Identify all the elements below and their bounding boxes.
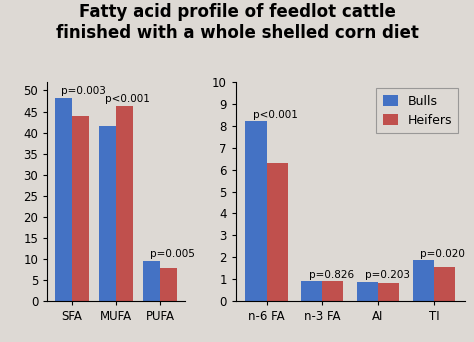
Bar [434, 267, 455, 301]
Text: p=0.005: p=0.005 [150, 249, 194, 259]
Bar [301, 281, 322, 301]
Bar [116, 106, 133, 301]
Text: p=0.826: p=0.826 [309, 269, 354, 279]
Legend: Bulls, Heifers: Bulls, Heifers [376, 88, 458, 133]
Bar [413, 261, 434, 301]
Bar [55, 98, 72, 301]
Bar [357, 282, 378, 301]
Bar [322, 281, 344, 301]
Bar [144, 261, 160, 301]
Bar [246, 121, 266, 301]
Text: Fatty acid profile of feedlot cattle
finished with a whole shelled corn diet: Fatty acid profile of feedlot cattle fin… [55, 3, 419, 42]
Text: p<0.001: p<0.001 [253, 110, 298, 120]
Text: p=0.020: p=0.020 [420, 249, 465, 259]
Bar [266, 163, 288, 301]
Bar [99, 126, 116, 301]
Text: p=0.203: p=0.203 [365, 271, 410, 280]
Bar [160, 268, 177, 301]
Bar [378, 284, 399, 301]
Bar [72, 116, 89, 301]
Text: p=0.003: p=0.003 [61, 87, 106, 96]
Text: p<0.001: p<0.001 [105, 94, 150, 104]
